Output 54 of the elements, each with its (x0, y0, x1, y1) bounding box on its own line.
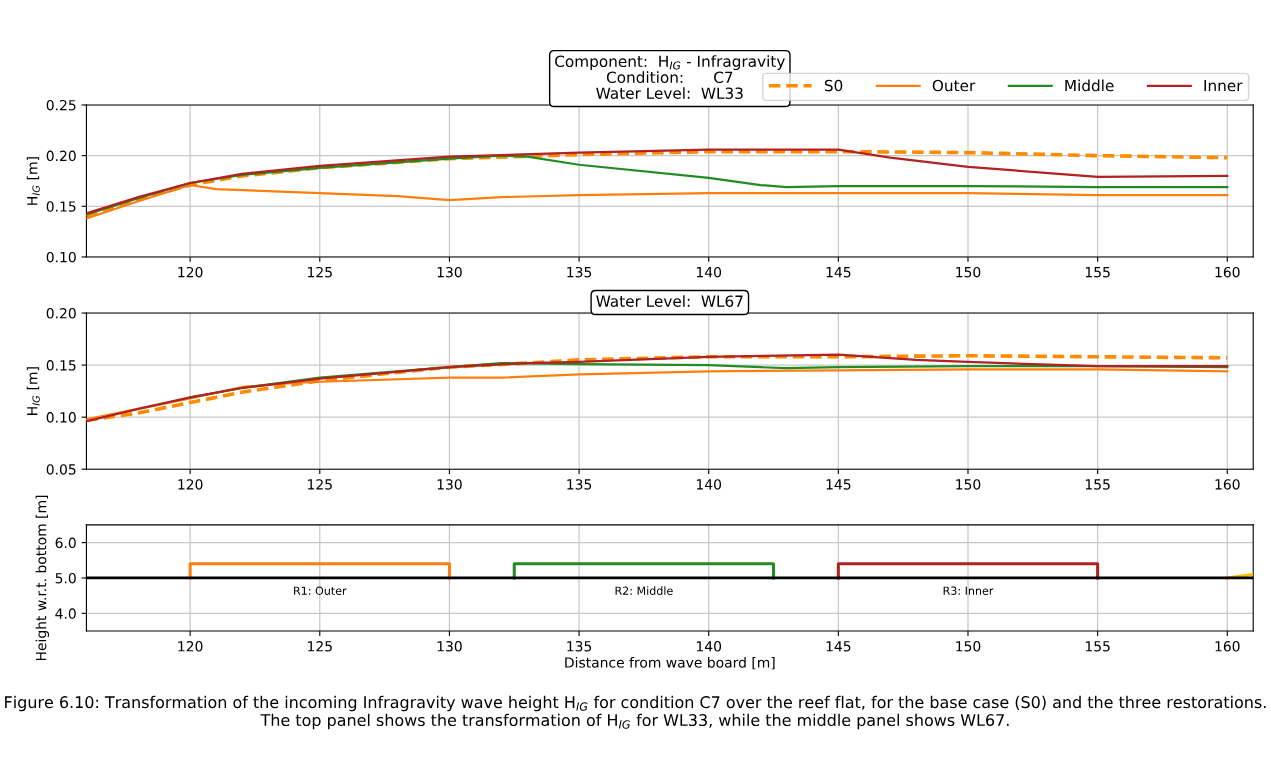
x-tick-label: 150 (956, 266, 981, 278)
legend-label: Middle (1065, 79, 1114, 92)
x-tick-label: 140 (696, 266, 722, 278)
text: Component: H$_{IG}$ - Infragravity Condition: C7 Water Level: WL33 (555, 55, 785, 99)
y-tick-label: 0.05 (46, 464, 76, 475)
x-tick-label: 145 (826, 641, 851, 652)
text: R1: Outer (294, 586, 347, 595)
y-axis-title: H$_{IG}$ [m] (26, 367, 40, 415)
y-tick-label: 0.15 (46, 201, 76, 212)
x-tick-label: 150 (956, 479, 981, 490)
x-tick-label: 155 (1085, 267, 1110, 278)
x-tick-label: 140 (696, 641, 722, 652)
x-tick-label: 130 (437, 479, 462, 490)
x-tick-label: 120 (178, 479, 203, 490)
y-axis-title: H$_{IG}$ [m] (26, 157, 40, 205)
y-tick-label: 0.10 (46, 412, 76, 423)
caption: Figure 6.10: Transformation of the incoming Infragravity wave height H$_{IG}$ for condition C7 over the reef flat, for the base case (S0) and the three restorations. The top panel shows the transformation of H$_{IG}$ for WL33, while the middle panel shows WL67. (5, 695, 1266, 730)
x-tick-label: 135 (567, 266, 592, 278)
line-series (86, 368, 1229, 421)
x-tick-label: 130 (437, 641, 462, 652)
text: R2: Middle (615, 586, 673, 595)
x-tick-label: 145 (826, 267, 851, 278)
x-tick-label: 135 (567, 641, 592, 652)
x-tick-label: 130 (437, 266, 462, 278)
y-tick-label: 0.20 (46, 308, 76, 319)
x-axis-title: Distance from wave board [m] (565, 656, 775, 670)
line-series (86, 183, 1229, 220)
x-tick-label: 120 (178, 641, 203, 652)
y-tick-label: 0.10 (46, 251, 76, 263)
x-tick-label: 125 (308, 641, 332, 652)
x-tick-label: 140 (696, 479, 722, 490)
x-tick-label: 160 (1215, 479, 1240, 490)
legend-label: Inner (1204, 79, 1243, 92)
legend-label: S0 (824, 79, 843, 92)
y-tick-label: 0.25 (46, 99, 76, 111)
y-tick-label: 4.0 (55, 608, 76, 619)
x-tick-label: 120 (178, 266, 203, 278)
y-tick-label: 5.0 (55, 572, 76, 584)
x-tick-label: 125 (308, 479, 332, 490)
x-tick-label: 145 (826, 479, 851, 490)
x-tick-label: 160 (1215, 641, 1240, 652)
x-tick-label: 135 (567, 479, 592, 490)
x-tick-label: 125 (308, 266, 332, 278)
legend-label: Outer (932, 79, 976, 92)
y-axis-title: Height w.r.t. bottom [m] (35, 495, 50, 661)
text: R3: Inner (943, 586, 994, 595)
text: Water Level: WL67 (596, 295, 743, 307)
x-tick-label: 150 (956, 641, 981, 652)
y-tick-label: 0.20 (46, 150, 76, 162)
x-tick-label: 160 (1215, 266, 1240, 278)
y-tick-label: 0.15 (46, 360, 76, 371)
x-tick-label: 155 (1085, 641, 1110, 652)
x-tick-label: 155 (1085, 479, 1110, 490)
y-tick-label: 6.0 (55, 537, 76, 549)
